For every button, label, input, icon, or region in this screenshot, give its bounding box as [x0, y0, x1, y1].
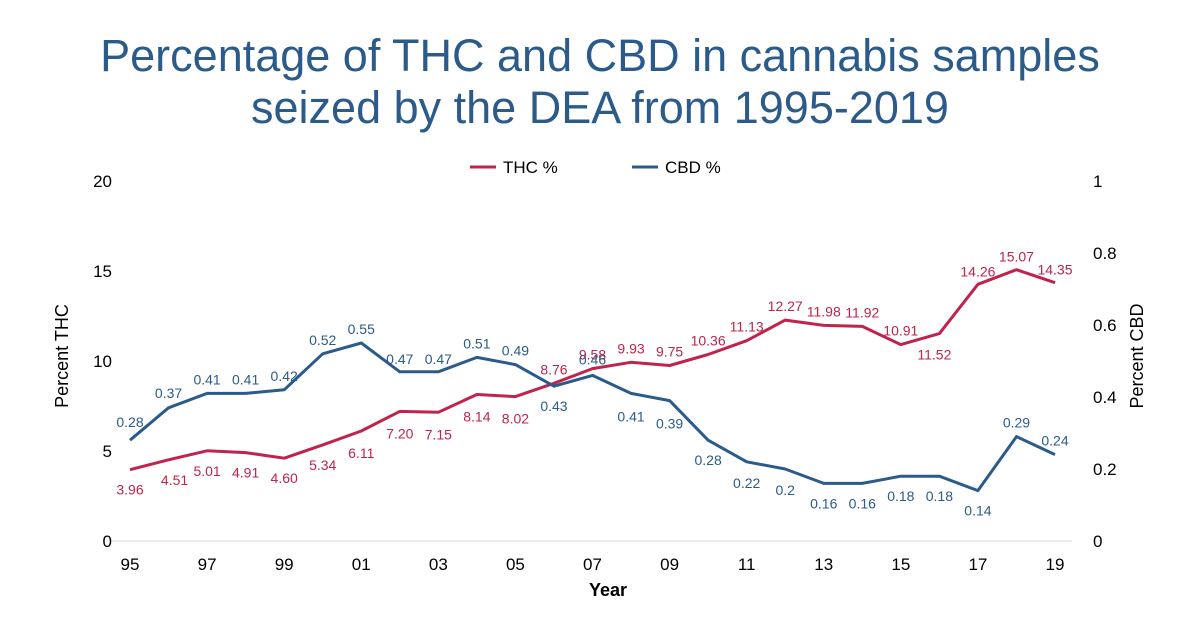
cbd-data-label: 0.52: [309, 332, 336, 348]
thc-data-label: 15.07: [999, 249, 1034, 265]
thc-data-label: 9.93: [617, 340, 644, 356]
cbd-data-label: 0.28: [695, 452, 722, 468]
cbd-data-label: 0.55: [348, 321, 375, 337]
y-left-tick-label: 0: [103, 532, 112, 551]
chart-title: Percentage of THC and CBD in cannabis sa…: [0, 30, 1200, 134]
y-right-tick-label: 0.6: [1093, 316, 1117, 335]
cbd-data-label: 0.47: [386, 351, 413, 367]
x-tick-label: 03: [429, 555, 448, 574]
thc-data-label: 9.58: [579, 347, 606, 363]
cbd-data-label: 0.47: [425, 351, 452, 367]
cbd-data-label: 0.37: [155, 385, 182, 401]
thc-data-label: 8.14: [463, 408, 490, 424]
cbd-data-label: 0.2: [775, 482, 795, 498]
thc-data-label: 8.02: [502, 411, 529, 427]
y-right-tick-label: 1: [1093, 172, 1102, 191]
thc-data-label: 7.20: [386, 425, 413, 441]
y-right-tick-label: 0.4: [1093, 388, 1117, 407]
cbd-data-label: 0.39: [656, 416, 683, 432]
y-left-axis-title: Percent THC: [52, 304, 72, 408]
thc-data-label: 11.13: [730, 319, 764, 335]
legend-cbd-label: CBD %: [665, 158, 721, 177]
thc-data-label: 3.96: [116, 482, 143, 498]
x-tick-label: 11: [738, 555, 756, 574]
legend-thc-label: THC %: [503, 158, 558, 177]
cbd-data-label: 0.22: [733, 475, 760, 491]
thc-data-label: 11.98: [807, 303, 841, 319]
y-right-axis-title: Percent CBD: [1127, 303, 1147, 408]
thc-data-label: 4.51: [161, 472, 188, 488]
cbd-series-line: [129, 341, 1056, 493]
cbd-data-label: 0.42: [271, 368, 298, 384]
x-tick-label: 07: [583, 555, 602, 574]
thc-data-label: 4.60: [271, 470, 298, 486]
x-tick-label: 99: [275, 555, 294, 574]
x-tick-label: 15: [891, 555, 910, 574]
x-tick-label: 09: [660, 555, 679, 574]
cbd-data-label: 0.18: [926, 488, 953, 504]
thc-data-label: 11.52: [917, 347, 951, 363]
cbd-data-label: 0.16: [849, 495, 876, 511]
x-tick-label: 13: [814, 555, 833, 574]
cbd-data-label: 0.43: [540, 398, 567, 414]
x-tick-label: 19: [1046, 555, 1065, 574]
thc-data-label: 14.35: [1037, 262, 1072, 278]
x-tick-label: 05: [506, 555, 525, 574]
cbd-data-label: 0.41: [232, 371, 259, 387]
cbd-data-label: 0.16: [810, 495, 837, 511]
cbd-data-label: 0.18: [887, 488, 914, 504]
thc-data-label: 7.15: [425, 426, 452, 442]
thc-data-label: 11.92: [845, 304, 879, 320]
y-left-tick-label: 20: [93, 172, 112, 191]
cbd-data-label: 0.41: [193, 371, 220, 387]
thc-data-label: 9.75: [656, 344, 683, 360]
thc-data-label: 6.11: [348, 445, 374, 461]
y-left-tick-label: 10: [93, 352, 112, 371]
thc-data-label: 10.91: [883, 323, 918, 339]
thc-data-label: 10.36: [691, 333, 726, 349]
chart-title-line-1: Percentage of THC and CBD in cannabis sa…: [100, 30, 1100, 81]
cbd-data-label: 0.41: [617, 408, 644, 424]
thc-series-line: [129, 268, 1056, 472]
y-right-tick-label: 0: [1093, 532, 1102, 551]
x-tick-label: 97: [198, 555, 217, 574]
y-left-tick-label: 5: [103, 442, 112, 461]
chart-title-line-2: seized by the DEA from 1995-2019: [251, 82, 949, 133]
cbd-data-label: 0.14: [964, 503, 991, 519]
thc-data-label: 5.34: [309, 457, 336, 473]
thc-data-label: 14.26: [960, 263, 995, 279]
y-right-tick-label: 0.2: [1093, 460, 1117, 479]
cbd-data-label: 0.24: [1041, 433, 1068, 449]
x-tick-label: 01: [352, 555, 371, 574]
cbd-data-label: 0.46: [579, 351, 606, 367]
x-axis-title: Year: [589, 580, 627, 600]
thc-data-label: 8.76: [540, 361, 567, 377]
x-tick-label: 17: [968, 555, 987, 574]
thc-data-label: 12.27: [768, 298, 803, 314]
thc-data-label: 5.01: [193, 463, 220, 479]
y-left-tick-label: 15: [93, 262, 112, 281]
cbd-data-label: 0.28: [116, 414, 143, 430]
cbd-data-label: 0.51: [463, 335, 490, 351]
y-right-tick-label: 0.8: [1093, 244, 1117, 263]
x-tick-label: 95: [121, 555, 140, 574]
thc-data-label: 4.91: [232, 465, 259, 481]
cbd-data-label: 0.49: [502, 343, 529, 359]
cbd-data-label: 0.29: [1003, 415, 1030, 431]
